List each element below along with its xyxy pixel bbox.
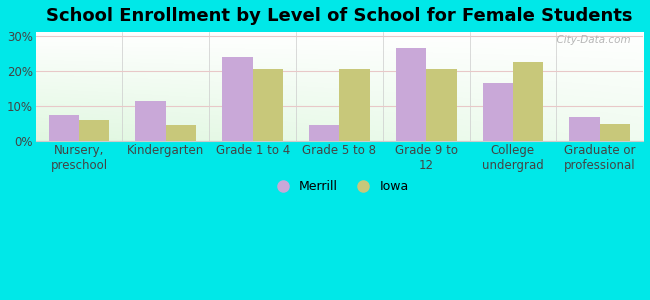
Bar (309, 125, 339, 141)
Title: School Enrollment by Level of School for Female Students: School Enrollment by Level of School for… (46, 7, 632, 25)
Bar (600, 124, 630, 141)
Bar (426, 69, 456, 141)
Bar (339, 69, 370, 141)
Bar (166, 125, 196, 141)
Bar (396, 48, 426, 141)
Text: City-Data.com: City-Data.com (551, 35, 631, 45)
Bar (135, 101, 166, 141)
Bar (513, 62, 543, 141)
Bar (49, 115, 79, 141)
Bar (253, 69, 283, 141)
Bar (222, 57, 253, 141)
Bar (482, 83, 513, 141)
Bar (569, 117, 600, 141)
Legend: Merrill, Iowa: Merrill, Iowa (265, 176, 413, 199)
Bar (79, 120, 109, 141)
